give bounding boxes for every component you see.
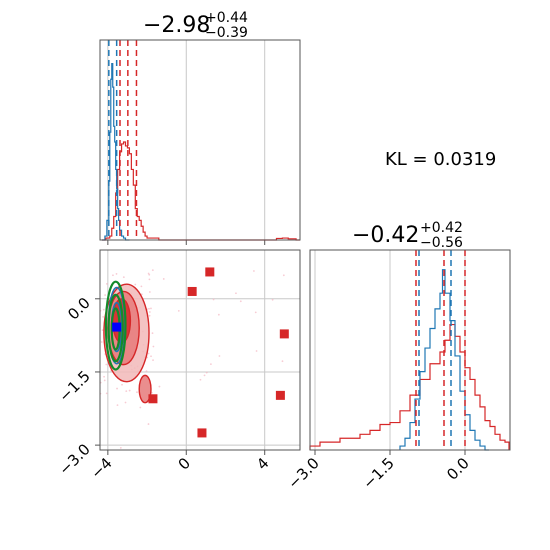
param2-histogram-panel: −0.42 +0.42 −0.56 −3.0 −1.5 0.0 <box>284 220 511 493</box>
red-square-marker-2 <box>279 329 289 339</box>
red-square-marker-3 <box>275 390 285 400</box>
green-contour-0 <box>104 280 127 371</box>
param2-title-value: −0.42 <box>352 223 419 248</box>
joint-y-tick-label-2: −3.0 <box>55 440 93 478</box>
sample-dot <box>150 307 152 310</box>
sample-dot <box>281 360 284 363</box>
sample-dot <box>205 371 208 374</box>
param1-title-value: −2.98 <box>143 13 210 38</box>
red-square-marker-5 <box>197 428 207 438</box>
sample-dot <box>104 294 107 296</box>
sample-dot <box>147 352 150 355</box>
sample-dot <box>102 308 105 311</box>
sample-dot <box>151 269 154 272</box>
param1-title-lower-error: −0.39 <box>205 25 248 41</box>
sample-dot <box>177 309 180 312</box>
sample-dot <box>239 300 242 303</box>
sample-dot <box>115 273 118 275</box>
sample-dot <box>116 404 119 407</box>
param1-histogram-series-blue <box>101 62 130 241</box>
red-square-marker-1 <box>187 286 197 296</box>
sample-dot <box>101 329 104 332</box>
sample-dot <box>148 291 151 293</box>
sample-dot <box>150 355 152 358</box>
sample-dot <box>105 282 108 285</box>
sample-dot <box>103 375 105 378</box>
sample-dot <box>116 387 118 390</box>
param2-histogram-series-blue <box>399 269 489 451</box>
sample-dot <box>148 278 151 281</box>
param1-histogram-series-red <box>101 141 301 241</box>
sample-dot <box>209 363 212 366</box>
sample-dot <box>112 274 114 277</box>
sample-dot <box>282 274 285 277</box>
sample-dot <box>140 285 143 288</box>
sample-dot <box>162 278 165 280</box>
sample-dot <box>103 379 106 382</box>
sample-dot <box>100 341 103 343</box>
joint-scatter-frame <box>99 249 301 451</box>
red-square-marker-4 <box>148 394 158 404</box>
sample-dot <box>105 392 108 395</box>
sample-dot <box>218 355 221 357</box>
sample-dot <box>235 292 237 295</box>
sample-dot <box>147 423 150 425</box>
joint-x-tick-label-0: −4 <box>87 454 115 482</box>
sample-dot <box>271 298 274 301</box>
joint-x-tick-label-2: 4 <box>253 454 272 473</box>
green-contour-1 <box>107 293 124 363</box>
sample-dot <box>254 311 257 314</box>
param1-histogram-frame <box>99 39 301 241</box>
red-square-marker-0 <box>205 267 215 277</box>
sample-dot <box>136 391 138 394</box>
param1-histogram-panel: −2.98 +0.44 −0.39 <box>99 10 301 245</box>
sample-dot <box>148 273 151 276</box>
sample-dot <box>152 359 154 362</box>
sample-dot <box>255 350 258 352</box>
sample-dot <box>203 374 206 377</box>
sample-dot <box>124 401 127 404</box>
kl-divergence-label: KL = 0.0319 <box>385 149 496 170</box>
sample-dot <box>134 283 137 286</box>
sample-dot <box>105 363 108 366</box>
param2-histogram-frame <box>309 249 511 451</box>
sample-dot <box>212 298 215 301</box>
sample-dot <box>148 307 150 310</box>
param2-x-tick-label-0: −3.0 <box>284 454 322 492</box>
sample-dot <box>139 406 142 409</box>
sample-dot <box>128 389 131 392</box>
sample-dot <box>152 345 155 348</box>
sample-dot <box>158 385 161 388</box>
sample-dot <box>122 276 125 279</box>
blue-square-marker <box>112 322 122 332</box>
joint-x-tick-label-1: 0 <box>175 454 194 473</box>
sample-dot <box>217 313 220 316</box>
sample-dot <box>151 332 154 335</box>
joint-y-tick-label-1: −1.5 <box>55 367 93 405</box>
joint-y-tick-label-0: 0.0 <box>64 294 94 324</box>
param2-x-tick-label-1: −1.5 <box>359 454 397 492</box>
sample-dot <box>253 270 255 272</box>
joint-scatter-panel: −4 0 4 0.0 −1.5 −3.0 <box>55 249 301 482</box>
param2-title-lower-error: −0.56 <box>420 235 463 251</box>
sample-dot <box>119 447 122 449</box>
sample-dot <box>140 293 143 296</box>
param2-x-tick-label-2: 0.0 <box>443 454 473 484</box>
sample-dot <box>145 370 148 372</box>
sample-dot <box>121 383 123 386</box>
sample-dot <box>125 390 128 393</box>
param2-title-upper-error: +0.42 <box>420 220 463 236</box>
sample-dot <box>102 315 105 318</box>
param1-title-upper-error: +0.44 <box>205 10 248 26</box>
sample-dot <box>148 311 151 313</box>
sample-dot <box>148 314 151 317</box>
red-contour-mid-3 <box>138 374 152 404</box>
param2-histogram-series-red <box>309 323 510 450</box>
sample-dot <box>199 378 202 381</box>
